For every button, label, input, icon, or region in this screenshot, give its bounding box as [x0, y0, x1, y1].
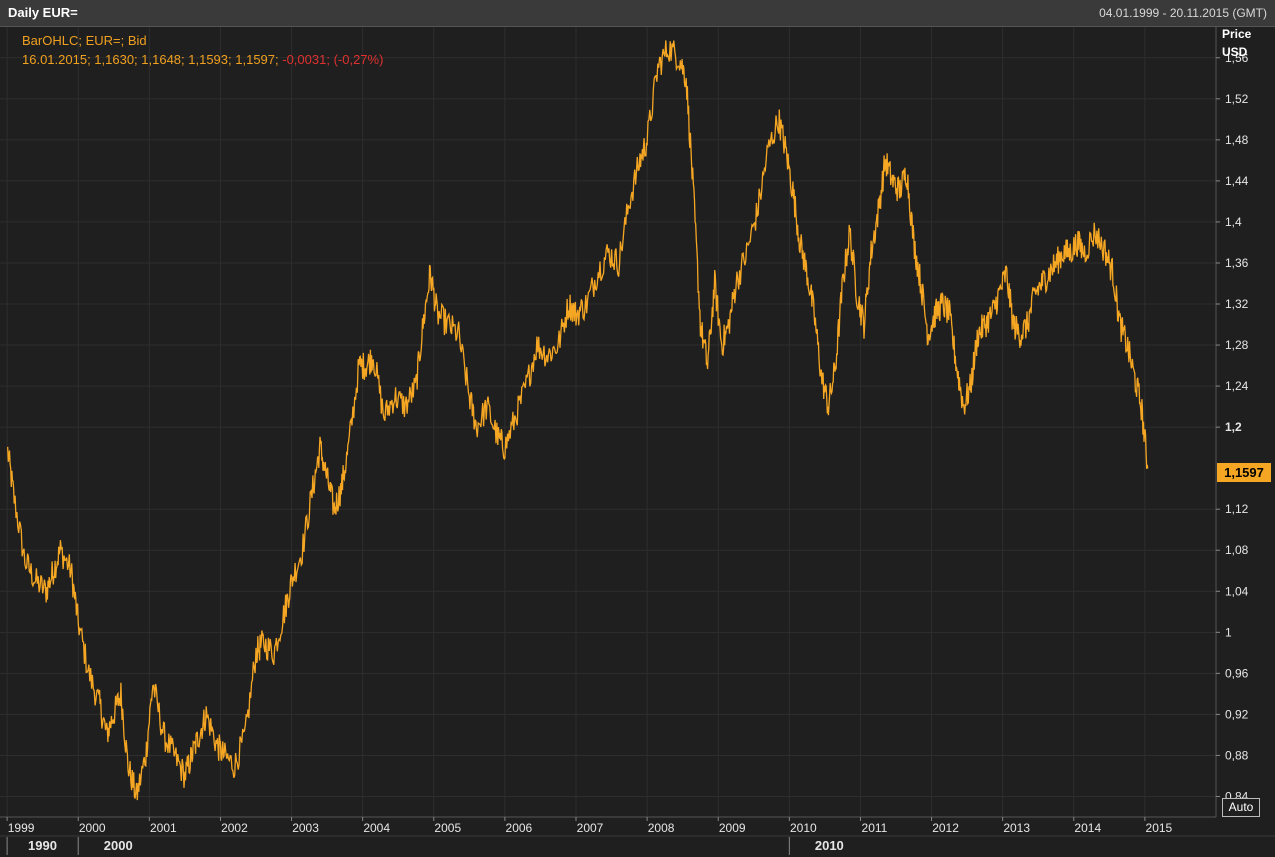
x-tick-label: 2004 [363, 821, 390, 835]
unit-axis-title: USD [1222, 45, 1248, 59]
price-line [6, 40, 1149, 801]
grid-layer [0, 27, 1216, 817]
y-tick-label: 1,44 [1225, 174, 1249, 188]
y-tick-label: 1,36 [1225, 256, 1249, 270]
change-percent: (-0,27%) [333, 52, 384, 67]
x-tick-label: 2014 [1074, 821, 1101, 835]
x-tick-label: 2008 [648, 821, 675, 835]
decade-label: 1990 [28, 838, 57, 853]
y-tick-label: 1,52 [1225, 92, 1249, 106]
x-axis-ticks: 1999 2000 2001 2002 2003 2004 2005 2006 2007 2008… [6, 817, 1173, 835]
y-tick-label: 0,92 [1225, 707, 1249, 721]
ohlc-values: 16.01.2015; 1,1630; 1,1648; 1,1593; 1,15… [22, 52, 279, 67]
x-tick-label: 2011 [862, 821, 888, 835]
y-tick-label: 1 [1225, 625, 1232, 639]
ohlc-readout: 16.01.2015; 1,1630; 1,1648; 1,1593; 1,15… [22, 52, 383, 67]
y-tick-label: 1,28 [1225, 338, 1249, 352]
chart-title: Daily EUR= [8, 5, 78, 20]
x-tick-label: 2000 [79, 821, 106, 835]
x-tick-label: 2006 [506, 821, 533, 835]
y-tick-label: 1,4 [1225, 215, 1242, 229]
x-tick-label: 2007 [577, 821, 604, 835]
y-tick-label: 1,24 [1225, 379, 1249, 393]
x-tick-label: 2009 [719, 821, 746, 835]
y-tick-label: 1,48 [1225, 133, 1249, 147]
x-tick-label: 2005 [434, 821, 461, 835]
x-tick-label: 2015 [1146, 821, 1173, 835]
auto-scale-button[interactable]: Auto [1222, 798, 1260, 817]
date-range[interactable]: 04.01.1999 - 20.11.2015 (GMT) [1099, 6, 1267, 20]
series-info: BarOHLC; EUR=; Bid [22, 33, 147, 48]
x-tick-label: 2001 [150, 821, 177, 835]
y-tick-label: 1,56 [1225, 51, 1249, 65]
price-axis-title: Price [1222, 27, 1252, 41]
last-price-badge: 1,1597 [1217, 463, 1271, 482]
y-tick-label: 1,12 [1225, 502, 1249, 516]
change-value: -0,0031; [282, 52, 330, 67]
y-tick-label: 1,04 [1225, 584, 1249, 598]
x-tick-label: 2002 [221, 821, 248, 835]
y-tick-label: 0,88 [1225, 748, 1249, 762]
title-bar: Daily EUR= 04.01.1999 - 20.11.2015 (GMT) [0, 0, 1275, 27]
y-tick-label: 0,96 [1225, 666, 1249, 680]
y-tick-label: 1,08 [1225, 543, 1249, 557]
decade-label: 2000 [104, 838, 133, 853]
x-tick-label: 2003 [292, 821, 319, 835]
y-axis-ticks: 0,840,880,920,9611,041,081,121,21,241,28… [1216, 51, 1249, 803]
x-tick-label: 2010 [790, 821, 817, 835]
x-tick-label: 2012 [932, 821, 959, 835]
y-tick-label: 1,32 [1225, 297, 1249, 311]
x-tick-label: 2013 [1003, 821, 1030, 835]
y-tick-label: 1,2 [1225, 420, 1242, 434]
x-tick-label: 1999 [8, 821, 35, 835]
decade-label: 2010 [815, 838, 844, 853]
decade-ticks: 1990 2000 2010 [6, 837, 844, 855]
